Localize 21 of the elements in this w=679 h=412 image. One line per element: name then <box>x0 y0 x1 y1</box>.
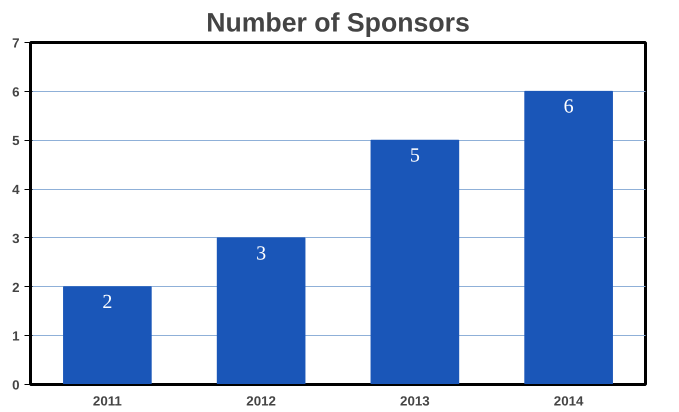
y-tick-label: 7 <box>12 36 20 50</box>
x-tick-label: 2013 <box>400 394 430 408</box>
y-tick-label: 2 <box>12 280 20 295</box>
y-tick-label: 1 <box>12 328 20 344</box>
bar <box>370 140 460 384</box>
x-tick-label: 2011 <box>92 394 122 408</box>
data-label: 6 <box>564 96 574 118</box>
data-label: 5 <box>410 144 420 167</box>
bar <box>524 90 613 384</box>
y-tick-label: 3 <box>12 230 20 246</box>
bar <box>216 237 306 384</box>
y-tick-label: 6 <box>12 84 20 100</box>
y-tick-label: 4 <box>12 182 20 198</box>
y-tick-label: 0 <box>12 378 20 392</box>
chart-title: Number of Sponsors <box>206 8 470 38</box>
x-tick-label: 2012 <box>246 394 276 408</box>
y-tick-label: 5 <box>12 133 20 148</box>
x-tick-label: 2014 <box>554 394 584 408</box>
bar <box>63 286 152 384</box>
data-label: 3 <box>256 242 266 264</box>
data-label: 2 <box>102 291 112 314</box>
